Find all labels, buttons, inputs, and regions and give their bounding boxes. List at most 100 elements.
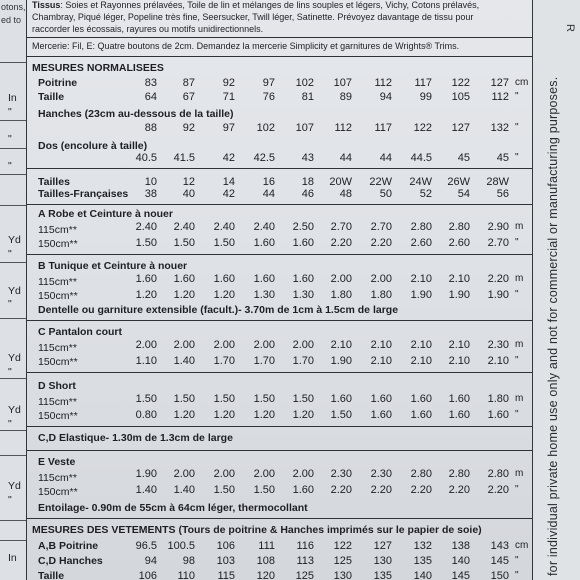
table-cell: 2.70 [487, 237, 509, 249]
table-cell: 48 [339, 188, 352, 200]
row-label: 150cm** [38, 238, 78, 250]
table-cell: 89 [339, 91, 352, 103]
table-cell: 120 [256, 570, 275, 580]
unit-marker: " [8, 366, 12, 378]
row-label: A,B Poitrine [38, 540, 99, 552]
table-cell: 2.20 [370, 484, 392, 496]
unit-marker: " [8, 106, 12, 118]
table-cell: 2.00 [292, 339, 314, 351]
table-cell: 113 [296, 555, 314, 567]
table-cell: 1.50 [135, 393, 157, 405]
table-cell: 107 [333, 77, 352, 89]
table-cell: 1.60 [135, 273, 157, 285]
divider [0, 262, 26, 263]
divider [27, 518, 532, 519]
divider [27, 204, 532, 205]
row-label: 150cm** [38, 356, 78, 368]
elastique-note: C,D Elastique- 1.30m de 1.3cm de large [38, 432, 233, 444]
table-cell: 43 [301, 152, 314, 164]
table-cell: 1.60 [448, 409, 470, 421]
table-cell: 1.20 [292, 409, 314, 421]
table-cell: 2.10 [410, 339, 432, 351]
unit-label: " [515, 355, 519, 366]
table-cell: 1.20 [213, 409, 235, 421]
unit-label: m [515, 339, 524, 350]
row-label: 115cm** [38, 224, 77, 236]
clipped-text-fragment: otons, [1, 2, 26, 12]
table-cell: 2.00 [173, 468, 195, 480]
table-cell: 76 [262, 91, 275, 103]
table-cell: 2.60 [448, 237, 470, 249]
table-cell: 2.00 [135, 339, 157, 351]
table-cell: 92 [222, 77, 235, 89]
section-title: D Short [38, 380, 76, 392]
table-cell: 16 [262, 176, 275, 188]
row-label: 115cm** [38, 472, 77, 484]
unit-label: cm [515, 540, 529, 551]
table-cell: 2.80 [448, 221, 470, 233]
table-cell: 1.80 [370, 289, 392, 301]
table-cell: 1.60 [330, 393, 352, 405]
table-cell: 2.80 [448, 468, 470, 480]
divider [27, 426, 532, 427]
unit-marker: " [8, 494, 12, 506]
table-cell: 2.20 [410, 484, 432, 496]
table-cell: 1.60 [410, 409, 432, 421]
table-cell: 115 [217, 570, 235, 580]
table-cell: 116 [296, 540, 314, 552]
table-cell: 127 [451, 122, 470, 134]
table-cell: 94 [144, 555, 157, 567]
table-cell: 108 [256, 555, 275, 567]
unit-marker: Yd [8, 404, 21, 416]
divider [27, 450, 532, 451]
table-cell: 42 [222, 152, 235, 164]
divider [0, 520, 26, 521]
divider [0, 455, 26, 456]
unit-marker: " [8, 160, 12, 172]
table-cell: 97 [262, 77, 275, 89]
table-cell: 64 [144, 91, 157, 103]
unit-label: " [515, 555, 519, 566]
table-cell: 1.20 [173, 409, 195, 421]
table-cell: 135 [413, 555, 432, 567]
table-cell: 1.20 [135, 289, 157, 301]
table-cell: 2.80 [410, 468, 432, 480]
table-cell: 1.70 [292, 355, 314, 367]
mercerie-line: Mercerie: Fil, E: Quatre boutons de 2cm.… [32, 41, 460, 51]
unit-marker: Yd [8, 352, 21, 364]
table-cell: 20W [329, 176, 352, 188]
table-cell: 28W [486, 176, 509, 188]
table-cell: 2.00 [253, 339, 275, 351]
table-cell: 106 [216, 540, 235, 552]
table-cell: 45 [457, 152, 470, 164]
table-cell: 130 [373, 555, 392, 567]
table-cell: 2.40 [213, 221, 235, 233]
section-title: B Tunique et Ceinture à nouer [38, 260, 188, 272]
table-cell: 2.10 [410, 355, 432, 367]
table-cell: 1.60 [213, 273, 235, 285]
table-cell: 50 [379, 188, 392, 200]
divider [0, 430, 26, 431]
table-cell: 2.20 [330, 484, 352, 496]
section-note: Entoilage- 0.90m de 55cm à 64cm léger, t… [38, 502, 308, 514]
section-title: A Robe et Ceinture à nouer [38, 208, 173, 220]
unit-label: " [515, 152, 519, 163]
table-cell: 1.60 [173, 273, 195, 285]
row-label: 150cm** [38, 290, 78, 302]
table-cell: 83 [144, 77, 157, 89]
divider [0, 205, 26, 206]
table-cell: 2.70 [370, 221, 392, 233]
table-cell: 45 [496, 152, 509, 164]
table-cell: 112 [491, 91, 509, 103]
table-cell: 2.70 [330, 221, 352, 233]
row-label: Dos (encolure à taille) [38, 140, 148, 152]
table-cell: 2.10 [330, 339, 352, 351]
unit-marker: In [8, 92, 17, 104]
unit-label: " [515, 289, 519, 300]
table-cell: 18 [301, 176, 314, 188]
table-cell: 2.20 [487, 273, 509, 285]
table-cell: 1.40 [135, 484, 157, 496]
table-cell: 1.50 [253, 393, 275, 405]
table-cell: 122 [333, 540, 352, 552]
table-cell: 125 [295, 570, 314, 580]
